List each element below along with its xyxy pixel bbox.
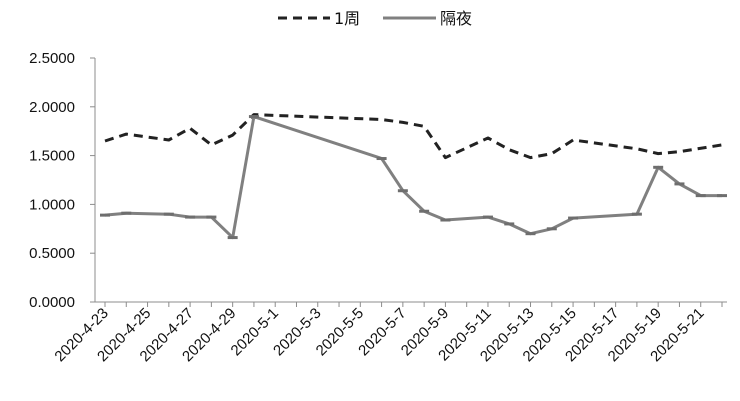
series-group (100, 113, 727, 240)
series-line-one-week (104, 113, 723, 160)
y-tick-label: 0.0000 (29, 294, 75, 311)
y-tick-label: 0.5000 (29, 245, 75, 262)
y-tick-label: 1.5000 (29, 148, 75, 165)
y-tick-labels: 0.0000 0.5000 1.0000 1.5000 2.0000 2.5000 (29, 50, 75, 311)
y-tick-label: 1.0000 (29, 196, 75, 213)
axes (90, 57, 727, 307)
series-line-overnight (104, 115, 722, 240)
y-tick-label: 2.0000 (29, 99, 75, 116)
x-tick-labels: 2020-4-232020-4-252020-4-272020-4-292020… (51, 305, 707, 365)
legend: 1周 隔夜 (278, 9, 472, 28)
legend-label-overnight: 隔夜 (440, 9, 472, 28)
y-tick-label: 2.5000 (29, 50, 75, 67)
legend-label-one-week: 1周 (334, 9, 360, 28)
